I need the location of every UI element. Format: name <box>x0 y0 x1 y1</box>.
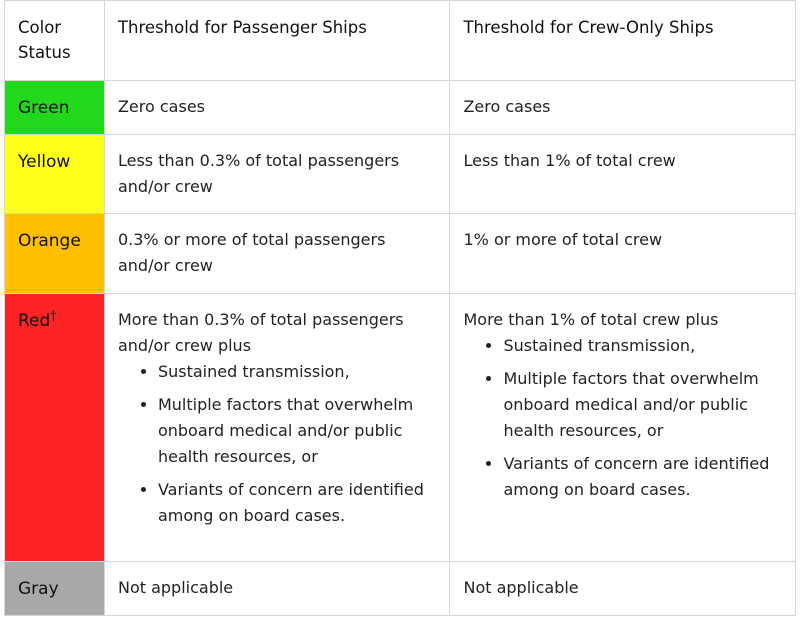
header-color-status: Color Status <box>4 0 105 81</box>
status-cell-green: Green <box>4 80 105 135</box>
header-row: Color Status Threshold for Passenger Shi… <box>4 0 796 81</box>
crew-cell-yellow: Less than 1% of total crew <box>449 134 796 214</box>
status-label-red: Red <box>18 311 51 331</box>
list-item: Variants of concern are identified among… <box>158 477 437 529</box>
passenger-cell-yellow: Less than 0.3% of total passengers and/o… <box>103 134 451 214</box>
list-item: Sustained transmission, <box>503 333 782 359</box>
crew-red-bullets: Sustained transmission, Multiple factors… <box>463 333 782 503</box>
list-item: Variants of concern are identified among… <box>503 451 782 503</box>
passenger-red-intro: More than 0.3% of total passengers and/o… <box>117 310 404 355</box>
list-item: Multiple factors that overwhelm onboard … <box>503 366 782 444</box>
crew-cell-gray: Not applicable <box>449 561 796 616</box>
crew-red-intro: More than 1% of total crew plus <box>463 310 719 329</box>
crew-cell-red: More than 1% of total crew plus Sustaine… <box>449 293 796 562</box>
table-row-yellow: Yellow Less than 0.3% of total passenger… <box>4 134 796 214</box>
passenger-cell-gray: Not applicable <box>103 561 451 616</box>
status-cell-red: Red† <box>4 293 105 562</box>
status-cell-gray: Gray <box>4 561 105 616</box>
table-row-red: Red† More than 0.3% of total passengers … <box>4 293 796 562</box>
table-row-green: Green Zero cases Zero cases <box>4 80 796 135</box>
table-row-orange: Orange 0.3% or more of total passengers … <box>4 213 796 294</box>
header-passenger-threshold: Threshold for Passenger Ships <box>103 0 451 81</box>
passenger-cell-green: Zero cases <box>103 80 451 135</box>
table-row-gray: Gray Not applicable Not applicable <box>4 561 796 616</box>
list-item: Sustained transmission, <box>158 359 437 385</box>
status-cell-orange: Orange <box>4 213 105 294</box>
passenger-cell-red: More than 0.3% of total passengers and/o… <box>103 293 451 562</box>
passenger-cell-orange: 0.3% or more of total passengers and/or … <box>103 213 451 294</box>
crew-cell-orange: 1% or more of total crew <box>449 213 796 294</box>
list-item: Multiple factors that overwhelm onboard … <box>158 392 437 470</box>
crew-cell-green: Zero cases <box>449 80 796 135</box>
passenger-red-bullets: Sustained transmission, Multiple factors… <box>118 359 437 529</box>
header-crew-threshold: Threshold for Crew-Only Ships <box>449 0 796 81</box>
dagger-footnote-marker: † <box>50 308 57 323</box>
status-cell-yellow: Yellow <box>4 134 105 214</box>
threshold-table: Color Status Threshold for Passenger Shi… <box>4 0 796 616</box>
